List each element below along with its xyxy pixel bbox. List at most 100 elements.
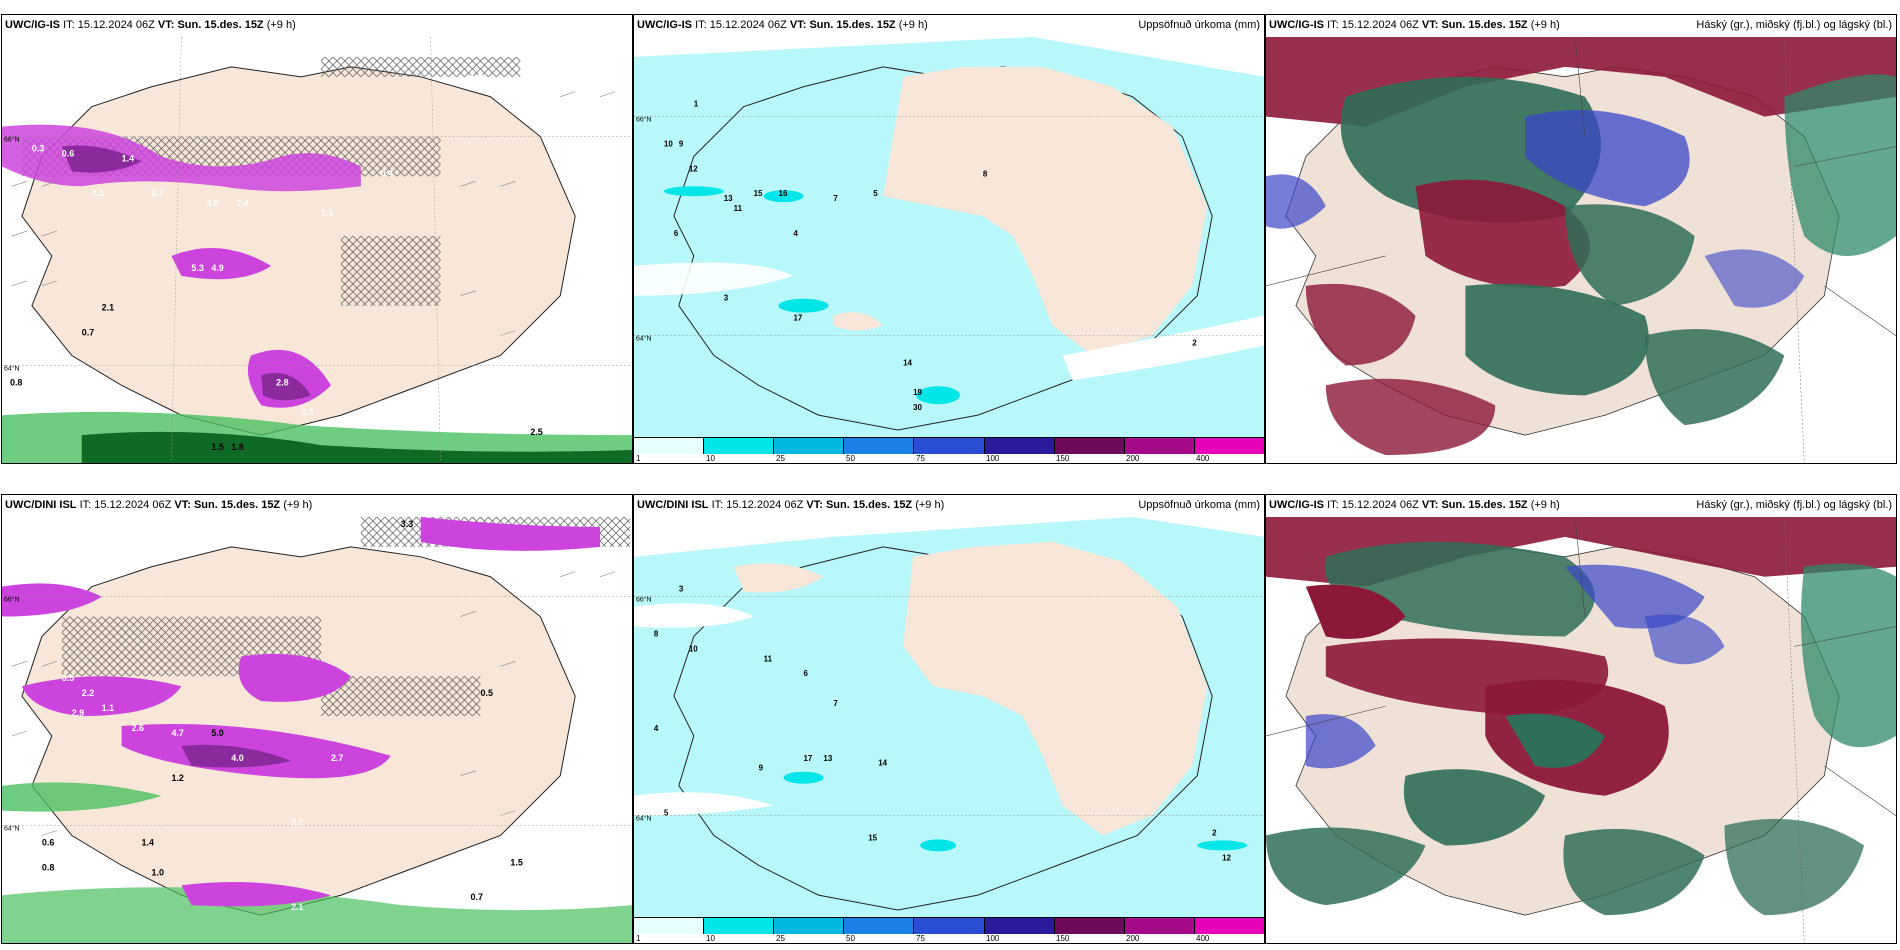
legend-tick: 400 [1196,454,1210,463]
field-unit: Uppsöfnuð úrkoma (mm) [1138,19,1260,31]
model-name: UWC/IG-IS [5,19,60,31]
panel-clouds-ig-is: UWC/IG-IS IT: 15.12.2024 06Z VT: Sun. 15… [1265,14,1897,464]
it-value: 15.12.2024 06Z [726,499,804,511]
precip-value: 5 [873,189,878,198]
precip-value: 6 [803,669,808,678]
precip-value: 8 [654,629,659,638]
lat-label-top: 66°N [636,116,652,124]
snow-value: 0.4 [381,168,393,178]
legend-tick: 150 [1056,454,1070,463]
legend-swatch [1194,438,1264,454]
snow-value: 5.3 [191,263,203,273]
legend-tick: 50 [846,934,855,943]
precip-value: 5 [664,809,669,818]
snow-value: 1.1 [92,188,104,198]
it-value: 15.12.2024 06Z [1341,19,1419,31]
panel-header: UWC/IG-IS IT: 15.12.2024 06Z VT: Sun. 15… [634,15,1264,35]
field-unit: Háský (gr.), miðský (fj.bl.) og lágský (… [1696,19,1892,31]
vt-value: Sun. 15.des. 15Z [193,499,281,511]
precip-value: 4 [654,724,659,733]
snow-value: 0.3 [32,143,44,153]
snow-value: 2.5 [530,427,542,437]
legend-swatch [1124,438,1195,454]
map-clouds-top [1266,37,1896,463]
panel-clouds-dini: UWC/IG-IS IT: 15.12.2024 06Z VT: Sun. 15… [1265,494,1897,944]
vt-label: VT: [174,499,191,511]
precip-value: 17 [803,754,812,763]
precip-legend: 1 10 25 50 75 100 150 200 400 [634,437,1264,463]
precip-value: 30 [913,403,922,412]
legend-swatch [774,438,845,454]
snow-value: 0.6 [42,837,54,847]
lead-time: (+9 h) [283,499,313,511]
snow-value: 2.7 [152,188,164,198]
snow-value: 4.0 [231,753,243,763]
legend-tick: 100 [986,454,1000,463]
model-name: UWC/IG-IS [1269,499,1324,511]
precip-value: 3 [724,294,729,303]
map-snow-rain-bottom: 66°N 64°N 3.5 2.2 1.1 2.9 2.6 4.7 4.0 2.… [2,517,632,943]
legend-tick: 400 [1196,934,1210,943]
snow-value: 2.9 [72,708,84,718]
legend-tick: 10 [706,454,715,463]
lat-label-top: 66°N [4,136,20,144]
legend-ticks: 1 10 25 50 75 100 150 200 400 [634,454,1264,463]
it-value: 15.12.2024 06Z [94,499,172,511]
panel-header: UWC/DINI ISL IT: 15.12.2024 06Z VT: Sun.… [634,495,1264,515]
snow-value: 0.7 [82,328,94,338]
precip-value: 9 [759,764,764,773]
snow-value: 1.4 [122,153,134,163]
precip-value: 10 [689,644,698,653]
snow-value: 0.5 [480,688,492,698]
vt-label: VT: [1421,499,1439,511]
panel-header: UWC/IG-IS IT: 15.12.2024 06Z VT: Sun. 15… [1266,15,1896,35]
legend-swatch [704,918,775,934]
legend-ticks: 1 10 25 50 75 100 150 200 400 [634,934,1264,943]
snow-value: 1.1 [102,703,114,713]
lat-label-bottom: 64°N [4,825,20,833]
snow-value: 0.7 [471,892,483,902]
panel-precip-ig-is: UWC/IG-IS IT: 15.12.2024 06Z VT: Sun. 15… [633,14,1265,464]
vt-value: Sun. 15.des. 15Z [177,19,264,31]
lead-time: (+9 h) [266,19,296,31]
legend-tick: 75 [916,454,925,463]
precip-value: 14 [903,358,912,367]
legend-swatch [1124,918,1195,934]
vt-label: VT: [806,499,823,511]
precip-value: 9 [679,139,684,148]
model-name: UWC/DINI ISL [5,499,77,511]
lead-time: (+9 h) [898,19,928,31]
precip-value: 12 [689,164,698,173]
it-value: 15.12.2024 06Z [1341,499,1419,511]
precip-value: 11 [764,654,773,663]
lat-label-top: 66°N [4,596,20,604]
legend-swatch [1054,438,1125,454]
map-precip-top: 66°N 64°N 1 10 9 12 13 15 16 11 7 5 4 3 … [634,37,1264,437]
precip-value: 8 [983,169,988,178]
legend-tick: 10 [706,934,715,943]
snow-value: 3.5 [62,673,74,683]
model-name: UWC/IG-IS [637,19,692,31]
precip-value: 11 [734,204,743,213]
legend-swatch [774,918,845,934]
legend-tick: 100 [986,934,1000,943]
precip-value: 12 [1222,853,1231,862]
map-svg: 66°N 64°N 3.5 2.2 1.1 2.9 2.6 4.7 4.0 2.… [2,517,632,943]
legend-swatch [914,438,985,454]
snow-value: 2.7 [331,753,343,763]
snow-value: 1.8 [231,442,243,452]
lat-label-top: 66°N [636,596,652,604]
map-svg [1266,517,1896,943]
precip-value: 7 [833,699,838,708]
snow-value: 0.8 [10,377,22,387]
panel-precip-dini: UWC/DINI ISL IT: 15.12.2024 06Z VT: Sun.… [633,494,1265,944]
field-unit: Uppsöfnuð úrkoma (mm) [1138,499,1260,511]
panel-snow-rain-ig-is: UWC/IG-IS IT: 15.12.2024 06Z VT: Sun. 15… [1,14,633,464]
map-svg: 66°N 64°N 1 10 9 12 13 15 16 11 7 5 4 3 … [634,37,1264,437]
lead-time: (+9 h) [1530,19,1560,31]
snow-value: 1.5 [510,857,522,867]
legend-tick: 50 [846,454,855,463]
snow-value: 0.8 [42,862,54,872]
legend-swatch [914,918,985,934]
legend-swatch [844,918,915,934]
